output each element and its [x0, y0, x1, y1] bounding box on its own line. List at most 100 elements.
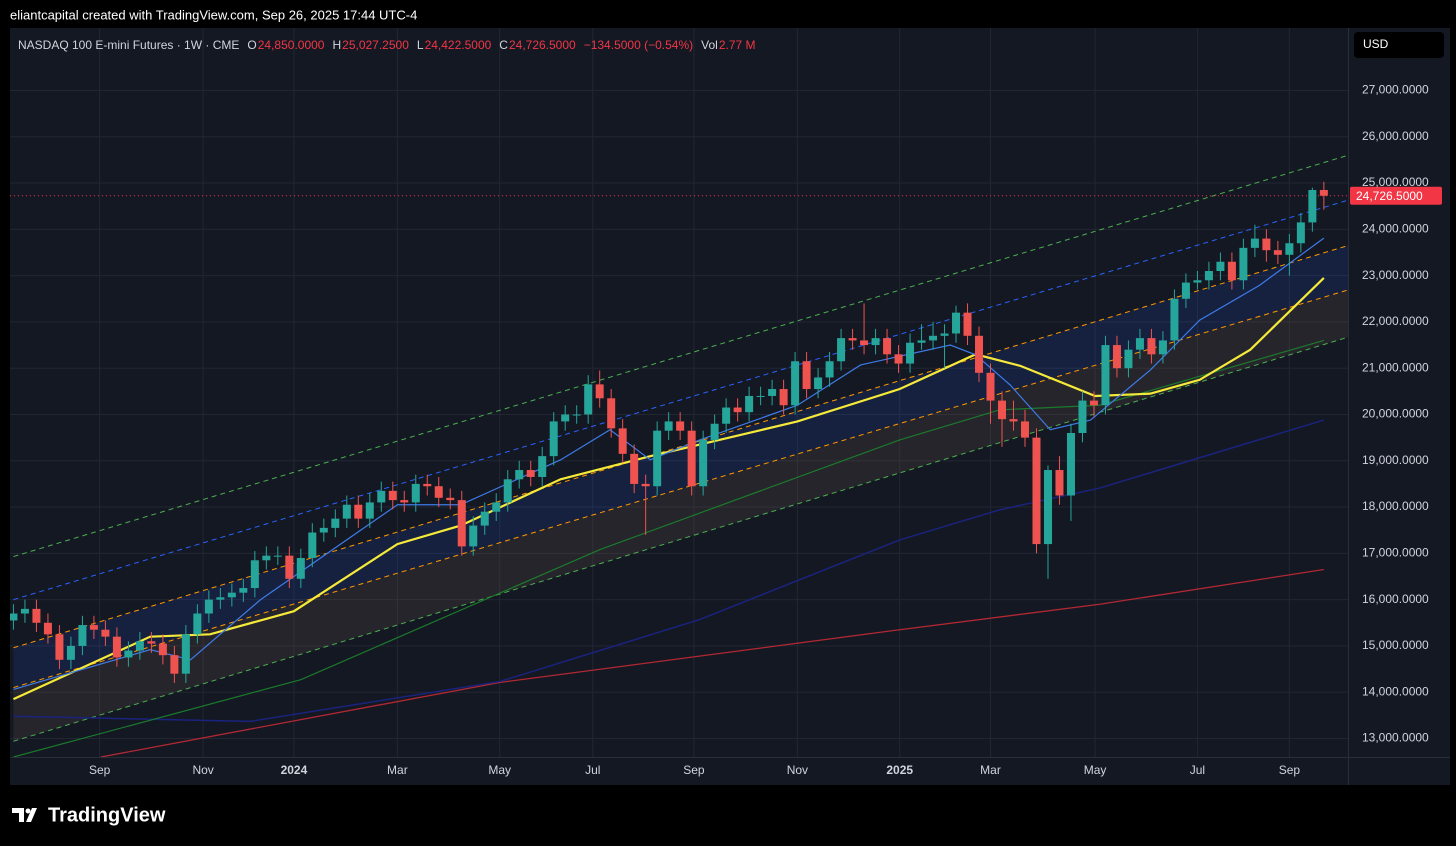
- candle-body: [32, 608, 41, 623]
- candle-body: [1250, 238, 1259, 248]
- candle-body: [653, 430, 662, 487]
- candle-body: [1296, 222, 1305, 244]
- candle-body: [89, 625, 98, 630]
- candle-body: [871, 338, 880, 346]
- y-tick-label: 17,000.0000: [1362, 546, 1429, 560]
- channel-fill: [13, 289, 1348, 742]
- header-field-value: 2.77 M: [719, 38, 756, 52]
- candle-body: [515, 470, 524, 480]
- x-tick-label: Mar: [980, 763, 1001, 777]
- candle-body: [906, 342, 915, 364]
- candle-body: [239, 588, 248, 593]
- chart-panel: [10, 28, 1450, 785]
- candle-body: [1158, 340, 1167, 355]
- candle-body: [227, 592, 236, 598]
- candle-body: [1147, 338, 1156, 355]
- x-tick-label: Jul: [585, 763, 600, 777]
- currency-button[interactable]: [1354, 32, 1444, 58]
- candle-body: [595, 384, 604, 399]
- footer-logo: [12, 808, 37, 822]
- candle-body: [1308, 190, 1317, 223]
- x-tick-label: 2024: [281, 763, 308, 777]
- candle-body: [549, 421, 558, 457]
- x-tick-label: May: [1084, 763, 1107, 777]
- candle-body: [469, 525, 478, 547]
- header-field-value: 24,726.5000: [509, 38, 576, 52]
- candle-body: [354, 504, 363, 519]
- candle-body: [285, 555, 294, 579]
- candle-body: [503, 479, 512, 503]
- candle-body: [273, 555, 282, 557]
- x-tick-label: Sep: [89, 763, 111, 777]
- y-tick-label: 26,000.0000: [1362, 129, 1429, 143]
- plot-area: [10, 28, 1348, 757]
- x-tick-label: May: [488, 763, 511, 777]
- candle-body: [768, 389, 777, 396]
- candle-body: [1170, 298, 1179, 341]
- candle-body: [158, 643, 167, 656]
- y-tick-label: 27,000.0000: [1362, 83, 1429, 97]
- candle-body: [1089, 400, 1098, 406]
- candle-body: [860, 340, 869, 346]
- candle-body: [147, 641, 156, 644]
- candle-body: [894, 354, 903, 364]
- header-field-value: 24,850.0000: [258, 38, 325, 52]
- candle-body: [204, 599, 213, 614]
- x-tick-label: Nov: [787, 763, 808, 777]
- x-tick-label: Jul: [1190, 763, 1205, 777]
- indicator-line: [13, 199, 1348, 601]
- candle-body: [457, 500, 466, 547]
- candle-body: [342, 504, 351, 519]
- candle-body: [1124, 349, 1133, 369]
- candle-body: [538, 456, 547, 477]
- indicator-line: [13, 336, 1348, 742]
- candle-body: [1055, 470, 1064, 496]
- candle-body: [411, 483, 420, 503]
- candle-body: [446, 497, 455, 501]
- candle-body: [1101, 345, 1110, 406]
- indicator-line: [12, 277, 1325, 701]
- header-field-value: 25,027.2500: [342, 38, 409, 52]
- candle-body: [607, 398, 616, 429]
- candle-body: [480, 511, 489, 526]
- x-tick-label: 2025: [886, 763, 913, 777]
- candle-body: [1239, 247, 1248, 281]
- candle-body: [193, 613, 202, 635]
- overlay: 24,726.5000 NASDAQ 100 E-mini Futures · 1…: [18, 38, 1442, 205]
- candle-body: [584, 384, 593, 415]
- x-tick-label: Mar: [387, 763, 408, 777]
- candle-body: [365, 502, 374, 519]
- candle-body: [710, 423, 719, 440]
- indicator-line: [13, 419, 1325, 723]
- y-tick-label: 21,000.0000: [1362, 360, 1429, 374]
- candle-body: [388, 490, 397, 501]
- candle-body: [883, 338, 892, 355]
- candle-body: [1319, 190, 1328, 196]
- candle-body: [124, 650, 133, 658]
- candle-body: [492, 502, 501, 512]
- candle-body: [250, 560, 259, 589]
- x-tick-label: Sep: [1279, 763, 1301, 777]
- candle-body: [1112, 345, 1121, 369]
- candle-body: [319, 527, 328, 533]
- candle-body: [917, 340, 926, 343]
- candle-body: [296, 557, 305, 579]
- last-price-label: 24,726.5000: [1356, 189, 1423, 203]
- candle-body: [112, 636, 121, 658]
- candle-body: [1285, 243, 1294, 255]
- y-tick-label: 23,000.0000: [1362, 268, 1429, 282]
- candle-body: [1135, 338, 1144, 350]
- candle-body: [78, 625, 87, 646]
- candle-body: [802, 361, 811, 390]
- candle-body: [216, 597, 225, 600]
- candle-body: [262, 555, 271, 561]
- candle-body: [1273, 250, 1282, 255]
- candle-body: [308, 532, 317, 558]
- y-tick-label: 13,000.0000: [1362, 731, 1429, 745]
- indicator-line: [13, 237, 1325, 690]
- currency-label: USD: [1363, 37, 1389, 51]
- logo-icon: [12, 808, 37, 822]
- candle-body: [400, 500, 409, 503]
- candle-body: [561, 414, 570, 422]
